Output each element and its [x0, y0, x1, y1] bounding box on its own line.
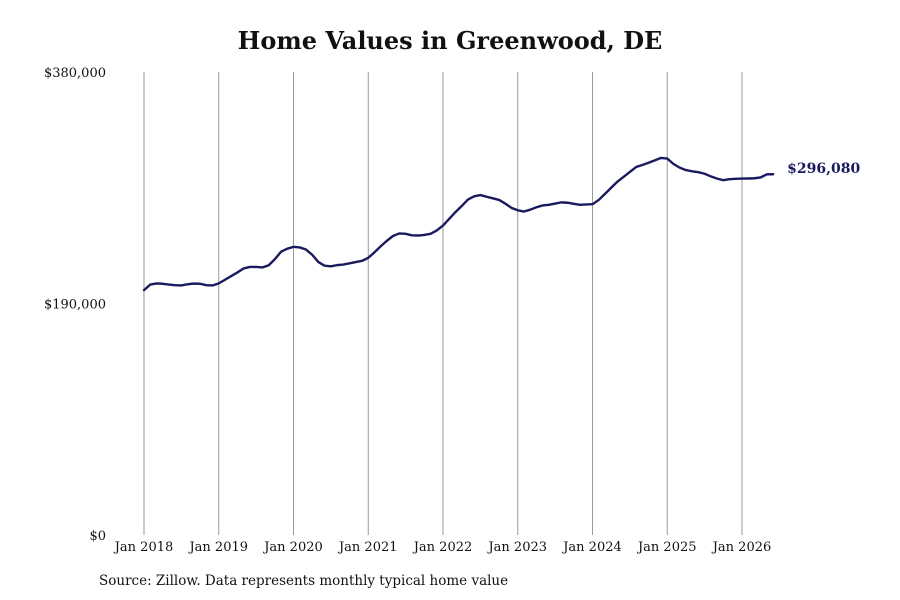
x-tick-label: Jan 2023: [486, 540, 547, 555]
y-tick-label: $380,000: [44, 66, 106, 81]
x-tick-label: Jan 2019: [187, 540, 248, 555]
x-tick-label: Jan 2021: [337, 540, 398, 555]
x-axis-ticks: Jan 2018 Jan 2019 Jan 2020 Jan 2021 Jan 2022…: [113, 540, 772, 555]
x-tick-label: Jan 2025: [636, 540, 697, 555]
latest-value-label: $296,080: [787, 161, 860, 177]
chart-title: Home Values in Greenwood, DE: [237, 26, 663, 55]
home-value-line: [142, 156, 775, 292]
vertical-gridlines: [143, 72, 743, 535]
x-tick-label: Jan 2018: [113, 540, 174, 555]
x-tick-label: Jan 2026: [711, 540, 772, 555]
y-axis-ticks: $0 $190,000 $380,000: [44, 66, 106, 544]
y-tick-label: $0: [89, 529, 106, 544]
x-tick-label: Jan 2020: [262, 540, 323, 555]
y-tick-label: $190,000: [44, 298, 106, 313]
x-tick-label: Jan 2022: [412, 540, 473, 555]
source-note: Source: Zillow. Data represents monthly …: [99, 573, 509, 589]
x-tick-label: Jan 2024: [561, 540, 622, 555]
